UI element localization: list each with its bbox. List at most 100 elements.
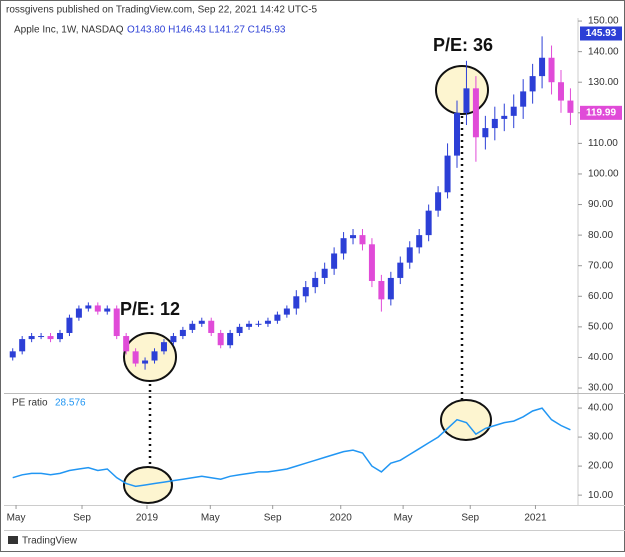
candle-body xyxy=(28,336,35,340)
x-tick-label: Sep xyxy=(461,513,479,524)
pe-title: PE ratio xyxy=(12,398,48,409)
candle-body xyxy=(510,106,517,116)
candle-body xyxy=(387,277,394,300)
candle-body xyxy=(227,332,234,346)
x-tick-label: May xyxy=(394,513,413,524)
candle-body xyxy=(47,336,54,340)
highlight-circle xyxy=(123,332,177,382)
y-tick-label: 80.00 xyxy=(588,230,613,241)
candle-body xyxy=(113,308,120,337)
last-price-box xyxy=(580,105,622,120)
candle-body xyxy=(520,91,527,107)
candle-body xyxy=(548,57,555,83)
candle-body xyxy=(189,323,196,330)
x-tick-label: Sep xyxy=(73,513,91,524)
candle-body xyxy=(274,314,281,321)
candle-body xyxy=(482,128,489,138)
y-tick-label: 70.00 xyxy=(588,260,613,271)
candle-body xyxy=(425,210,432,236)
candle-body xyxy=(56,332,63,340)
y-tick-label: 50.00 xyxy=(588,322,613,333)
candle-body xyxy=(94,305,101,312)
y-tick-label: 30.00 xyxy=(588,383,613,394)
last-price-label: 119.99 xyxy=(586,107,616,118)
candle-body xyxy=(444,155,451,193)
candle-body xyxy=(472,88,479,138)
candle-body xyxy=(151,351,158,361)
candle-body xyxy=(160,342,167,352)
y-tick-label: 30.00 xyxy=(588,432,613,443)
candle-body xyxy=(208,320,215,333)
candle-body xyxy=(359,235,366,245)
candle-body xyxy=(463,88,470,113)
current-price-box xyxy=(580,26,622,41)
y-tick-label: 10.00 xyxy=(588,490,613,501)
x-tick-label: 2021 xyxy=(524,513,547,524)
x-tick-label: May xyxy=(7,513,26,524)
x-tick-label: 2019 xyxy=(136,513,159,524)
candle-body xyxy=(435,192,442,211)
y-tick-label: 20.00 xyxy=(588,461,613,472)
candle-body xyxy=(264,320,271,324)
annotation: P/E: 36 xyxy=(433,35,493,55)
highlight-circle xyxy=(440,399,492,441)
candle-body xyxy=(142,360,149,364)
x-tick-label: 2020 xyxy=(330,513,353,524)
candle-body xyxy=(539,57,546,77)
candle-body xyxy=(9,351,16,358)
y-tick-label: 100.00 xyxy=(588,169,619,180)
candle-body xyxy=(170,336,177,343)
ohlc-legend: O143.80 H146.43 L141.27 C145.93 xyxy=(127,25,286,36)
candle-body xyxy=(340,238,347,254)
candle-body xyxy=(491,118,498,129)
candle-body xyxy=(179,329,186,337)
candle-body xyxy=(416,235,423,248)
candle-body xyxy=(368,244,375,281)
candle-body xyxy=(293,296,300,309)
annotation: P/E: 12 xyxy=(120,299,180,319)
candle-body xyxy=(350,235,357,239)
current-price-label: 145.93 xyxy=(586,28,617,39)
y-tick-label: 90.00 xyxy=(588,199,613,210)
candle-body xyxy=(501,115,508,119)
candle-body xyxy=(567,100,574,113)
y-tick-label: 130.00 xyxy=(588,77,619,88)
candle-body xyxy=(321,268,328,278)
candle-body xyxy=(378,280,385,300)
candle-body xyxy=(406,247,413,263)
candle-body xyxy=(246,323,253,327)
series-title: Apple Inc, 1W, NASDAQ xyxy=(14,25,124,36)
highlight-circle xyxy=(435,65,489,115)
y-tick-label: 60.00 xyxy=(588,291,613,302)
y-tick-label: 40.00 xyxy=(588,352,613,363)
y-tick-label: 140.00 xyxy=(588,46,619,57)
candle-body xyxy=(19,339,26,352)
pe-last-value: 28.576 xyxy=(55,398,86,409)
candle-body xyxy=(454,112,461,156)
y-tick-label: 150.00 xyxy=(588,16,619,27)
published: rossgivens published on TradingView.com,… xyxy=(6,5,318,16)
candle-body xyxy=(283,308,290,315)
candle-body xyxy=(66,317,73,333)
candle-body xyxy=(217,332,224,346)
y-tick-label: 40.00 xyxy=(588,403,613,414)
candle-body xyxy=(397,262,404,278)
footer-brand: TradingView xyxy=(22,536,78,547)
candle-body xyxy=(255,323,262,325)
candle-body xyxy=(198,320,205,324)
y-tick-label: 110.00 xyxy=(588,138,618,149)
candle-body xyxy=(85,305,92,309)
candle-body xyxy=(132,351,139,364)
candle-body xyxy=(38,336,45,338)
footer-logo xyxy=(8,536,18,544)
candle-body xyxy=(331,253,338,269)
candle-body xyxy=(123,336,130,352)
x-tick-label: Sep xyxy=(264,513,282,524)
candle-body xyxy=(75,308,82,318)
candle-body xyxy=(529,76,536,92)
candle-body xyxy=(312,277,319,288)
candle-body xyxy=(236,326,243,333)
pe-line xyxy=(12,407,571,488)
candle-body xyxy=(302,287,309,297)
